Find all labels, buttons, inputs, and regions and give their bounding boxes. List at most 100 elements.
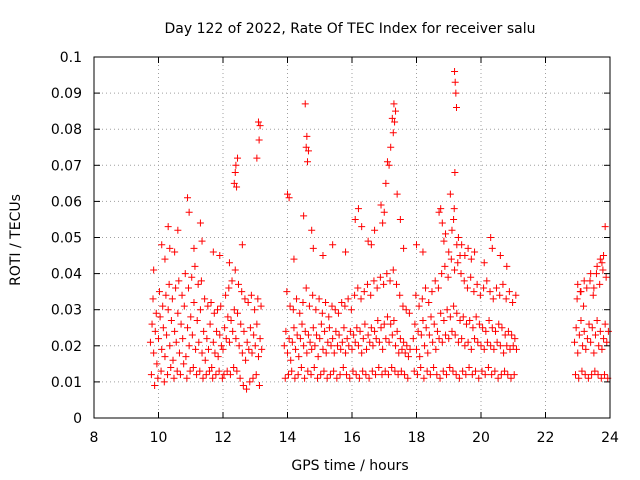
data-point [201,356,209,364]
data-point [391,367,399,375]
data-point [358,223,366,231]
data-point [161,255,169,263]
data-point [409,335,417,343]
data-point [234,154,242,162]
data-point [470,288,478,296]
y-tick-label: 0.03 [51,303,82,319]
data-point [476,291,484,299]
data-point [594,371,602,379]
data-point [250,331,258,339]
data-point [332,327,340,335]
data-point [440,317,448,325]
data-point [293,295,301,303]
data-point [231,266,239,274]
data-point [312,306,320,314]
data-point [213,327,221,335]
data-point [309,244,317,252]
x-axis-label: GPS time / hours [291,458,408,474]
data-point [462,371,470,379]
data-point [242,356,250,364]
data-point [196,367,204,375]
data-point [388,331,396,339]
data-point [393,190,401,198]
data-point [187,313,195,321]
data-point [156,313,164,321]
y-tick-label: 0.09 [51,86,82,102]
data-point [304,147,312,155]
data-point [355,374,363,382]
data-point [286,302,294,310]
x-tick-label: 22 [537,430,555,446]
data-point [575,331,583,339]
data-point [491,367,499,375]
data-point [344,295,352,303]
data-point [467,255,475,263]
data-point [377,201,385,209]
data-point [236,374,244,382]
data-point [413,371,421,379]
data-point [450,205,458,213]
data-point [430,363,438,371]
data-point [178,291,186,299]
data-point [580,277,588,285]
data-point [204,302,212,310]
data-point [424,349,432,357]
data-point [499,280,507,288]
data-point [438,338,446,346]
data-point [308,226,316,234]
data-point [386,277,394,285]
data-point [404,374,412,382]
data-point [171,327,179,335]
data-point [324,338,332,346]
data-point [154,374,162,382]
y-axis-label: ROTI / TECUs [8,194,24,286]
data-point [380,208,388,216]
data-point [598,345,606,353]
y-tick-label: 0.1 [60,50,82,66]
data-point [337,345,345,353]
data-point [166,342,174,350]
data-point [467,273,475,281]
data-point [327,342,335,350]
data-point [151,327,159,335]
x-tick-label: 14 [279,430,297,446]
data-point [335,331,343,339]
data-point [406,345,414,353]
data-point [304,367,312,375]
data-point [222,335,230,343]
data-point [239,382,247,390]
data-point [455,374,463,382]
data-point [149,295,157,303]
data-point [381,367,389,375]
data-point [194,280,202,288]
data-point [395,349,403,357]
data-point [217,342,225,350]
data-point [284,349,291,357]
data-point [396,215,404,223]
y-tick-label: 0.01 [51,375,82,391]
data-point [451,266,459,274]
data-point [321,327,329,335]
data-point [188,331,196,339]
data-point [435,335,443,343]
data-point [438,270,446,278]
data-point [485,317,493,325]
data-point [334,309,342,317]
data-point [348,345,356,353]
data-point [158,241,166,249]
data-point [375,338,383,346]
data-point [446,363,454,371]
data-point [389,129,397,137]
data-point [599,266,607,274]
data-point [588,324,596,332]
data-point [374,317,382,325]
data-point [393,280,401,288]
data-point [175,349,183,357]
data-point [474,338,482,346]
data-point [150,266,158,274]
data-point [285,335,293,343]
data-point [379,219,387,227]
data-point [431,277,439,285]
x-tick-label: 18 [408,430,426,446]
data-point [371,327,379,335]
